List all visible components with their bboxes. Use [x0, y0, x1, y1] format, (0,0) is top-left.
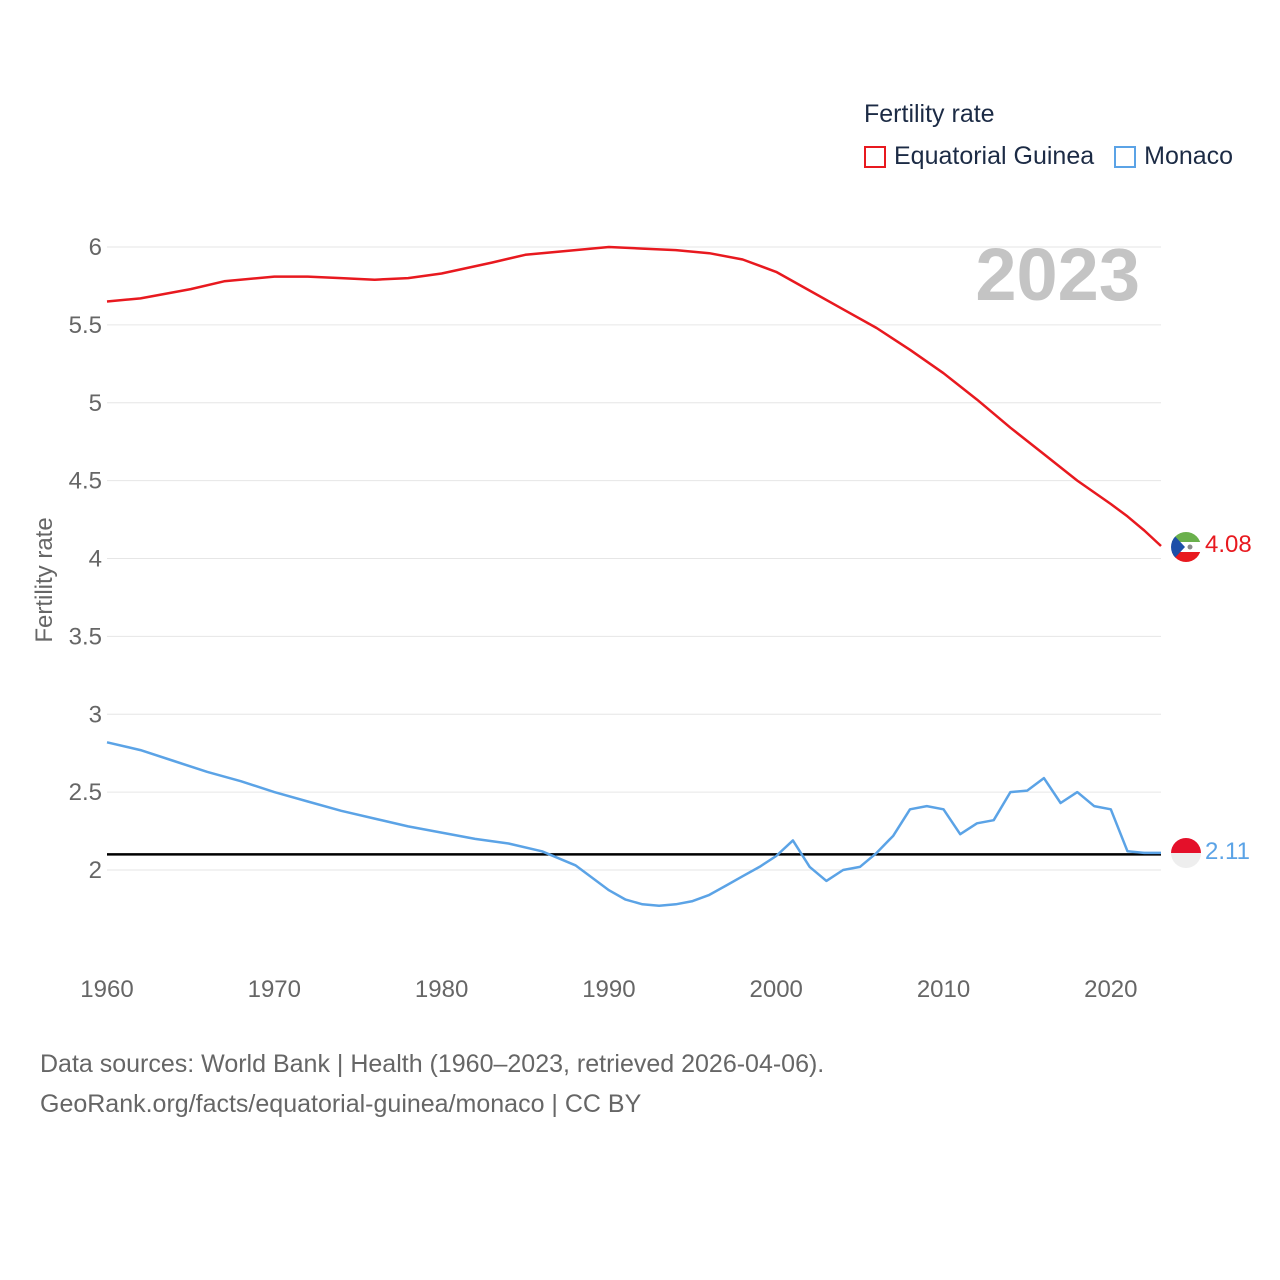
data-sources: Data sources: World Bank | Health (1960–… — [40, 1044, 824, 1124]
legend-label-equatorial-guinea: Equatorial Guinea — [894, 142, 1095, 170]
x-tick-label: 2000 — [750, 976, 803, 1003]
y-tick-label: 4.5 — [69, 468, 102, 495]
end-label-equatorial-guinea: 4.08 — [1205, 531, 1252, 558]
y-tick-label: 2 — [89, 857, 102, 884]
end-label-monaco: 2.11 — [1205, 838, 1250, 865]
legend-swatch-monaco — [1114, 145, 1137, 168]
equatorial-guinea-flag-icon — [1171, 532, 1201, 562]
sources-line: Data sources: World Bank | Health (1960–… — [40, 1050, 825, 1078]
year-label: 2023 — [975, 233, 1140, 316]
legend-label-monaco: Monaco — [1144, 142, 1234, 170]
series-line-equatorial-guinea[interactable] — [106, 245, 1162, 547]
x-tick-label: 2010 — [917, 976, 970, 1003]
y-tick-label: 5.5 — [69, 312, 102, 339]
license-line: GeoRank.org/facts/equatorial-guinea/mona… — [40, 1090, 642, 1118]
legend-item-equatorial-guinea[interactable]: Equatorial Guinea — [864, 142, 1094, 171]
y-axis-label: Fertility rate — [31, 517, 58, 642]
legend: Equatorial Guinea Monaco — [864, 142, 1253, 171]
y-tick-label: 2.5 — [69, 779, 102, 806]
series-line-monaco[interactable] — [106, 741, 1161, 908]
y-tick-label: 5 — [89, 390, 102, 417]
y-tick-label: 4 — [89, 546, 102, 573]
y-tick-label: 3.5 — [69, 623, 102, 650]
x-tick-label: 2020 — [1084, 976, 1137, 1003]
legend-swatch-equatorial-guinea — [864, 145, 886, 168]
legend-title: Fertility rate — [864, 100, 995, 128]
x-tick-label: 1990 — [582, 976, 635, 1003]
x-tick-label: 1960 — [80, 976, 133, 1003]
x-tick-label: 1980 — [415, 976, 468, 1003]
legend-item-monaco[interactable]: Monaco — [1114, 142, 1233, 171]
y-tick-label: 6 — [89, 234, 102, 261]
y-tick-label: 3 — [89, 701, 102, 728]
x-tick-label: 1970 — [248, 976, 301, 1003]
monaco-flag-icon — [1171, 838, 1201, 868]
